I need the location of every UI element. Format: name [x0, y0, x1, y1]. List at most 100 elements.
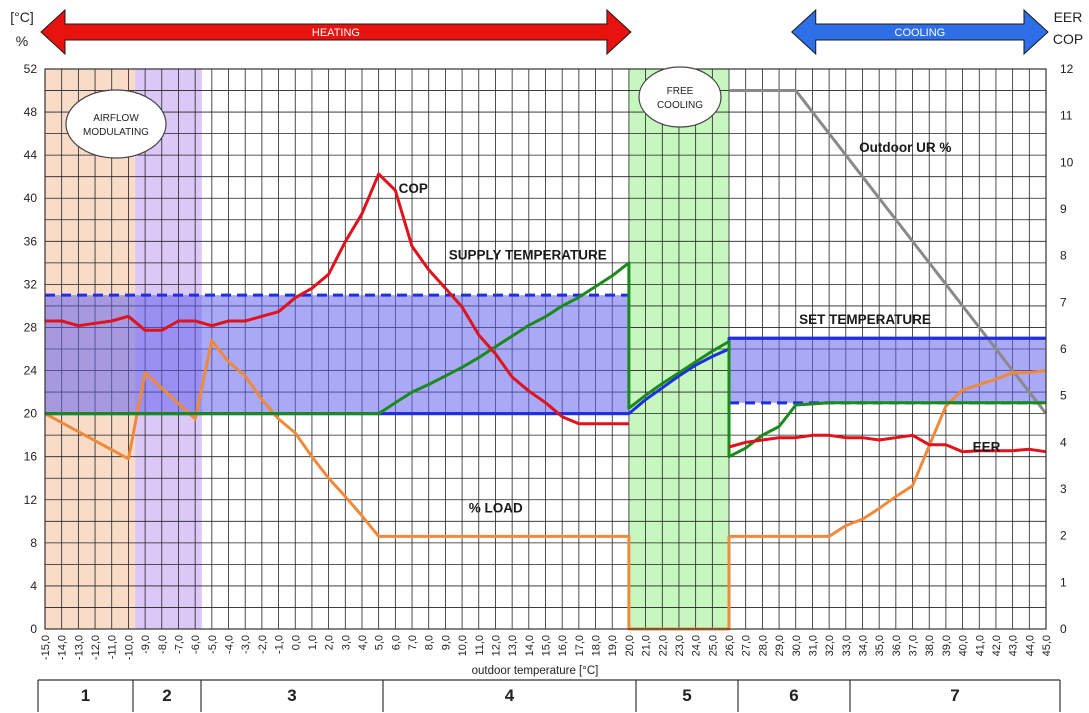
- annotations-layer: COP SUPPLY TEMPERATURE SET TEMPERATURE % LO…: [399, 140, 1001, 516]
- x-tick-label: -8,0: [157, 635, 169, 654]
- x-tick-label: 35,0: [874, 635, 886, 656]
- annotation-cop: COP: [399, 181, 428, 196]
- zone-label-7: 7: [950, 686, 959, 705]
- x-tick-label: 36,0: [891, 635, 903, 656]
- axes-layer: 0481216202428323640444852012345678910111…: [24, 62, 1074, 660]
- x-tick-label: 37,0: [908, 635, 920, 656]
- y-left-tick-label: 16: [24, 450, 38, 464]
- heating-arrow-label: HEATING: [312, 27, 360, 39]
- zone-label-3: 3: [287, 686, 296, 705]
- bubbles-layer: AIRFLOW MODULATING FREE COOLING: [65, 66, 722, 159]
- x-tick-label: 13,0: [507, 635, 519, 656]
- x-tick-label: 42,0: [991, 635, 1003, 656]
- x-tick-label: -6,0: [190, 635, 202, 654]
- annotation-set-temperature: SET TEMPERATURE: [799, 312, 931, 327]
- zone-label-2: 2: [162, 686, 171, 705]
- y-left-tick-label: 52: [24, 62, 38, 76]
- arrows-layer: HEATING COOLING: [40, 8, 1049, 56]
- y-left-tick-label: 40: [24, 191, 38, 205]
- y-right-tick-label: 10: [1060, 155, 1074, 169]
- x-tick-label: 39,0: [941, 635, 953, 656]
- bubble-text: AIRFLOW: [93, 113, 139, 124]
- heating-arrow: [40, 8, 632, 56]
- cooling-arrow: [791, 8, 1049, 56]
- x-tick-label: 9,0: [440, 635, 452, 650]
- y-left-tick-label: 32: [24, 277, 38, 291]
- x-tick-label: 4,0: [357, 635, 369, 650]
- y-right-tick-label: 9: [1060, 202, 1067, 216]
- x-tick-label: 19,0: [607, 635, 619, 656]
- bubble-text: COOLING: [657, 100, 703, 111]
- x-tick-label: -1,0: [274, 635, 286, 654]
- x-tick-label: 17,0: [574, 635, 586, 656]
- x-tick-label: 3,0: [340, 635, 352, 650]
- x-tick-label: 40,0: [958, 635, 970, 656]
- x-tick-label: -2,0: [257, 635, 269, 654]
- annotation-supply-temperature: SUPPLY TEMPERATURE: [449, 248, 607, 263]
- x-tick-label: 15,0: [541, 635, 553, 656]
- x-tick-label: 28,0: [757, 635, 769, 656]
- x-tick-label: 23,0: [674, 635, 686, 656]
- y-left-tick-label: 4: [30, 579, 37, 593]
- zone-label-5: 5: [682, 686, 691, 705]
- x-tick-label: 45,0: [1041, 635, 1053, 656]
- x-tick-label: 27,0: [741, 635, 753, 656]
- x-tick-label: 20,0: [624, 635, 636, 656]
- annotation-outdoor-ur: Outdoor UR %: [859, 140, 951, 155]
- y-right-tick-label: 7: [1060, 295, 1067, 309]
- y-left-label-top: [°C]: [10, 9, 34, 25]
- x-tick-label: -11,0: [107, 635, 119, 659]
- x-tick-label: 2,0: [324, 635, 336, 650]
- x-tick-label: -3,0: [240, 635, 252, 654]
- x-tick-label: 7,0: [407, 635, 419, 650]
- x-tick-label: -13,0: [73, 635, 85, 660]
- zone-label-4: 4: [505, 686, 515, 705]
- y-right-tick-label: 8: [1060, 249, 1067, 263]
- x-tick-label: 0,0: [290, 635, 302, 650]
- annotation-eer: EER: [973, 439, 1001, 454]
- x-tick-label: 30,0: [791, 635, 803, 656]
- annotation-load: % LOAD: [469, 501, 523, 516]
- x-tick-label: -10,0: [123, 635, 135, 660]
- bubble-text: MODULATING: [83, 127, 149, 138]
- x-tick-label: -9,0: [140, 635, 152, 654]
- y-right-label-bottom: COP: [1053, 31, 1083, 47]
- x-tick-label: 22,0: [657, 635, 669, 656]
- x-tick-label: 11,0: [474, 635, 486, 656]
- x-axis-label: outdoor temperature [°C]: [472, 665, 599, 677]
- y-left-tick-label: 0: [30, 622, 37, 636]
- y-right-tick-label: 12: [1060, 62, 1074, 76]
- zone-label-1: 1: [81, 686, 90, 705]
- y-right-tick-label: 1: [1060, 575, 1067, 589]
- x-tick-label: 31,0: [807, 635, 819, 656]
- y-right-tick-label: 3: [1060, 482, 1067, 496]
- y-left-label-bottom: %: [16, 33, 28, 49]
- y-right-tick-label: 0: [1060, 622, 1067, 636]
- y-right-label-top: EER: [1054, 9, 1083, 25]
- zone-label-6: 6: [789, 686, 798, 705]
- x-tick-label: -7,0: [173, 635, 185, 654]
- bubble-2: [638, 66, 722, 128]
- y-right-tick-label: 6: [1060, 342, 1067, 356]
- x-tick-label: 32,0: [824, 635, 836, 656]
- x-tick-label: 38,0: [924, 635, 936, 656]
- bubble-text: FREE: [667, 86, 694, 97]
- series-line-outdoor-ur: [729, 89, 1048, 415]
- y-left-tick-label: 12: [24, 493, 38, 507]
- x-tick-label: 5,0: [374, 635, 386, 650]
- x-tick-label: 29,0: [774, 635, 786, 656]
- series-line-set-temperature: [45, 336, 1046, 416]
- y-left-tick-label: 24: [24, 364, 38, 378]
- series-line-eer: [728, 433, 1047, 454]
- x-tick-label: 26,0: [724, 635, 736, 656]
- y-left-tick-label: 8: [30, 536, 37, 550]
- x-tick-label: -15,0: [40, 635, 52, 660]
- x-tick-label: 14,0: [524, 635, 536, 656]
- y-right-tick-label: 5: [1060, 389, 1067, 403]
- x-tick-label: 10,0: [457, 635, 469, 656]
- y-left-tick-label: 36: [24, 234, 38, 248]
- series-line-cop: [45, 172, 629, 426]
- x-tick-label: 43,0: [1008, 635, 1020, 656]
- y-right-tick-label: 2: [1060, 529, 1067, 543]
